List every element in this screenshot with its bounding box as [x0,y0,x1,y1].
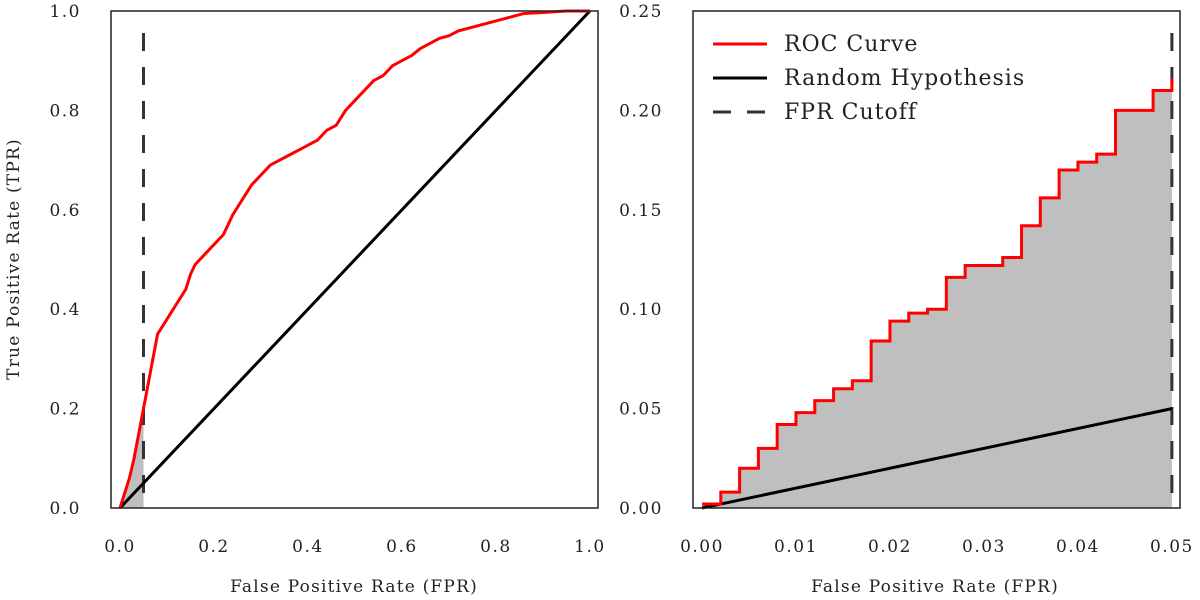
left-y-tick-label: 0.0 [49,499,81,519]
left-y-ticks: 0.0 0.2 0.4 0.6 0.8 1.0 [49,2,81,519]
right-y-tick-label: 0.25 [619,2,663,22]
legend-cutoff-label: FPR Cutoff [784,100,918,125]
left-x-tick-label: 0.6 [386,537,418,557]
left-y-tick-label: 0.2 [49,400,81,420]
legend-roc-label: ROC Curve [784,32,918,57]
right-lines [701,33,1174,510]
left-roc-line [118,9,590,509]
left-auc-area [120,408,144,508]
right-roc-line [702,78,1174,506]
right-y-tick-label: 0.20 [619,101,663,121]
right-y-tick-label: 0.10 [619,300,663,320]
left-x-tick-label: 0.2 [198,537,230,557]
right-x-tick-label: 0.00 [680,537,724,557]
right-x-tick-label: 0.04 [1056,537,1100,557]
left-x-tick-label: 0.8 [480,537,512,557]
left-y-tick-label: 0.4 [49,300,81,320]
left-x-axis-label: False Positive Rate (FPR) [230,577,478,597]
right-x-tick-label: 0.05 [1150,537,1194,557]
right-random-line [701,407,1173,510]
left-x-tick-label: 1.0 [574,537,606,557]
right-y-tick-label: 0.00 [619,499,663,519]
right-plot-frame [692,10,1181,509]
right-auc-fill [702,78,1172,508]
left-x-ticks: 0.0 0.2 0.4 0.6 0.8 1.0 [104,537,606,557]
right-auc-area [702,78,1172,508]
left-y-tick-label: 1.0 [49,2,81,22]
right-y-tick-label: 0.05 [619,400,663,420]
left-x-tick-label: 0.0 [104,537,136,557]
right-x-tick-label: 0.01 [774,537,818,557]
roc-full-panel: 0.0 0.2 0.4 0.6 0.8 1.0 0.0 0.2 0.4 0.6 0.8 1.0 Fa… [4,2,606,597]
right-x-ticks: 0.00 0.01 0.02 0.03 0.04 0.05 [680,537,1194,557]
right-x-tick-label: 0.03 [962,537,1006,557]
legend: ROC Curve Random Hypothesis FPR Cutoff [713,32,1025,125]
legend-random-label: Random Hypothesis [784,66,1025,91]
left-y-tick-label: 0.8 [49,101,81,121]
right-y-tick-label: 0.15 [619,201,663,221]
right-x-tick-label: 0.02 [868,537,912,557]
right-x-axis-label: False Positive Rate (FPR) [811,577,1059,597]
right-y-ticks: 0.00 0.05 0.10 0.15 0.20 0.25 [619,2,663,519]
left-random-line [118,9,591,510]
left-y-tick-label: 0.6 [49,201,81,221]
left-auc-fill [120,408,144,508]
left-x-tick-label: 0.4 [292,537,324,557]
roc-zoom-panel: 0.00 0.01 0.02 0.03 0.04 0.05 0.00 0.05 0.10 0.1… [619,2,1194,597]
left-plot-frame [110,10,599,509]
left-y-axis-label: True Positive Rate (TPR) [4,138,24,380]
left-lines [118,9,591,510]
